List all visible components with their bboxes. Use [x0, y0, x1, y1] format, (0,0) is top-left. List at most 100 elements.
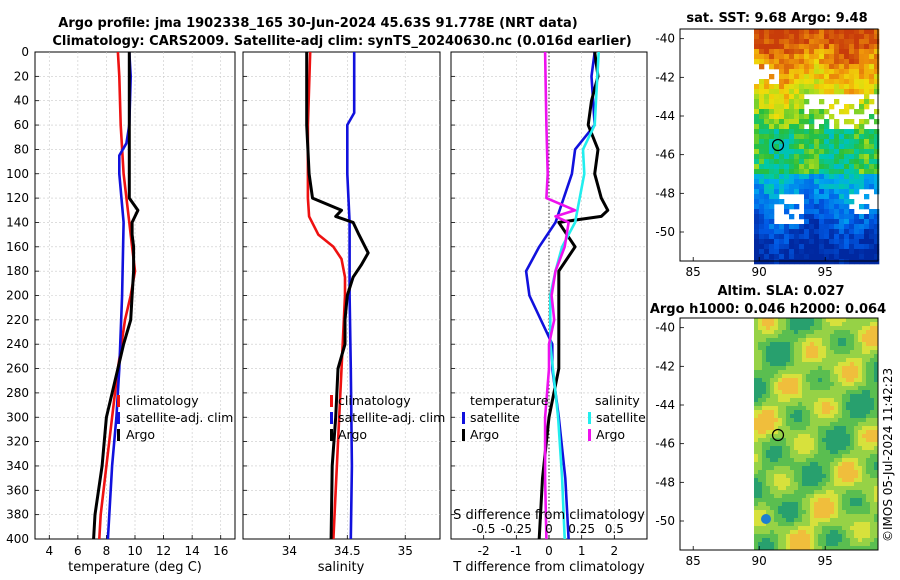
depth-tick-label: 20 [14, 69, 29, 83]
sla-cell [846, 518, 851, 523]
sla-cell [778, 474, 783, 479]
sst-cell [874, 244, 880, 250]
sst-cell [774, 239, 780, 245]
sla-cell [782, 346, 787, 351]
sla-cell [810, 546, 815, 551]
sla-cell [814, 346, 819, 351]
sst-cell [759, 204, 765, 210]
sla-cell [854, 442, 859, 447]
sst-cell [819, 109, 825, 115]
map-y-tick-label: -44 [655, 398, 675, 412]
sla-cell [874, 402, 879, 407]
sst-cell [869, 229, 875, 235]
sla-cell [754, 330, 759, 335]
sla-cell [814, 522, 819, 527]
sst-cell [789, 164, 795, 170]
sla-cell [810, 462, 815, 467]
sst-cell [764, 39, 770, 45]
sla-cell [858, 418, 863, 423]
sst-cell [764, 179, 770, 185]
sst-cell [824, 29, 830, 35]
sla-cell [786, 438, 791, 443]
sla-cell [782, 494, 787, 499]
sst-cell [864, 64, 870, 70]
sst-cell [874, 109, 880, 115]
sla-cell [802, 330, 807, 335]
sst-cell [779, 119, 785, 125]
sla-cell [822, 490, 827, 495]
sst-cell [824, 129, 830, 135]
sst-cell [829, 234, 835, 240]
sst-cell [789, 204, 795, 210]
sla-cell [842, 538, 847, 543]
sla-cell [818, 378, 823, 383]
sst-cell [814, 84, 820, 90]
sst-cell [774, 174, 780, 180]
sla-cell [806, 462, 811, 467]
sla-cell [814, 370, 819, 375]
sst-cell [784, 224, 790, 230]
sst-cell [864, 79, 870, 85]
sla-cell [814, 474, 819, 479]
sst-cell [784, 49, 790, 55]
sla-cell [826, 350, 831, 355]
sla-cell [814, 538, 819, 543]
sst-cell [774, 124, 780, 130]
sla-cell [790, 378, 795, 383]
sst-cell [759, 29, 765, 35]
sla-cell [818, 478, 823, 483]
sla-cell [770, 518, 775, 523]
sla-cell [838, 506, 843, 511]
sst-cell [809, 239, 815, 245]
sla-cell [814, 458, 819, 463]
sla-cell [810, 466, 815, 471]
sst-cell [839, 169, 845, 175]
sla-cell [838, 426, 843, 431]
sla-cell [794, 450, 799, 455]
sla-cell [866, 506, 871, 511]
sla-cell [790, 334, 795, 339]
sla-cell [802, 386, 807, 391]
sla-cell [786, 398, 791, 403]
sst-cell [829, 229, 835, 235]
sla-cell [818, 358, 823, 363]
sla-cell [778, 374, 783, 379]
sla-cell [806, 382, 811, 387]
sla-cell [766, 390, 771, 395]
sla-cell [774, 398, 779, 403]
sla-cell [822, 530, 827, 535]
sla-cell [834, 322, 839, 327]
sla-cell [786, 334, 791, 339]
sla-cell [842, 474, 847, 479]
sst-cell [819, 34, 825, 40]
sst-cell [759, 64, 765, 70]
sla-cell [794, 446, 799, 451]
sst-cell [799, 259, 805, 265]
sst-cell [804, 44, 810, 50]
sla-cell [802, 358, 807, 363]
sla-cell [770, 534, 775, 539]
sst-cell [809, 109, 815, 115]
sla-cell [870, 530, 875, 535]
sst-cell [764, 224, 770, 230]
sst-cell [779, 189, 785, 195]
sst-cell [754, 34, 760, 40]
sst-cell [839, 149, 845, 155]
sla-cell [858, 402, 863, 407]
sst-cell [814, 164, 820, 170]
sla-cell [822, 386, 827, 391]
sla-cell [862, 398, 867, 403]
sst-cell [804, 169, 810, 175]
sla-cell [854, 374, 859, 379]
sla-cell [818, 338, 823, 343]
sla-cell [862, 510, 867, 515]
sst-cell [759, 159, 765, 165]
sst-cell [779, 234, 785, 240]
sst-cell [809, 114, 815, 120]
sla-cell [866, 398, 871, 403]
sst-cell [869, 249, 875, 255]
sla-cell [762, 538, 767, 543]
sla-cell [842, 326, 847, 331]
sla-cell [802, 506, 807, 511]
sla-cell [770, 490, 775, 495]
